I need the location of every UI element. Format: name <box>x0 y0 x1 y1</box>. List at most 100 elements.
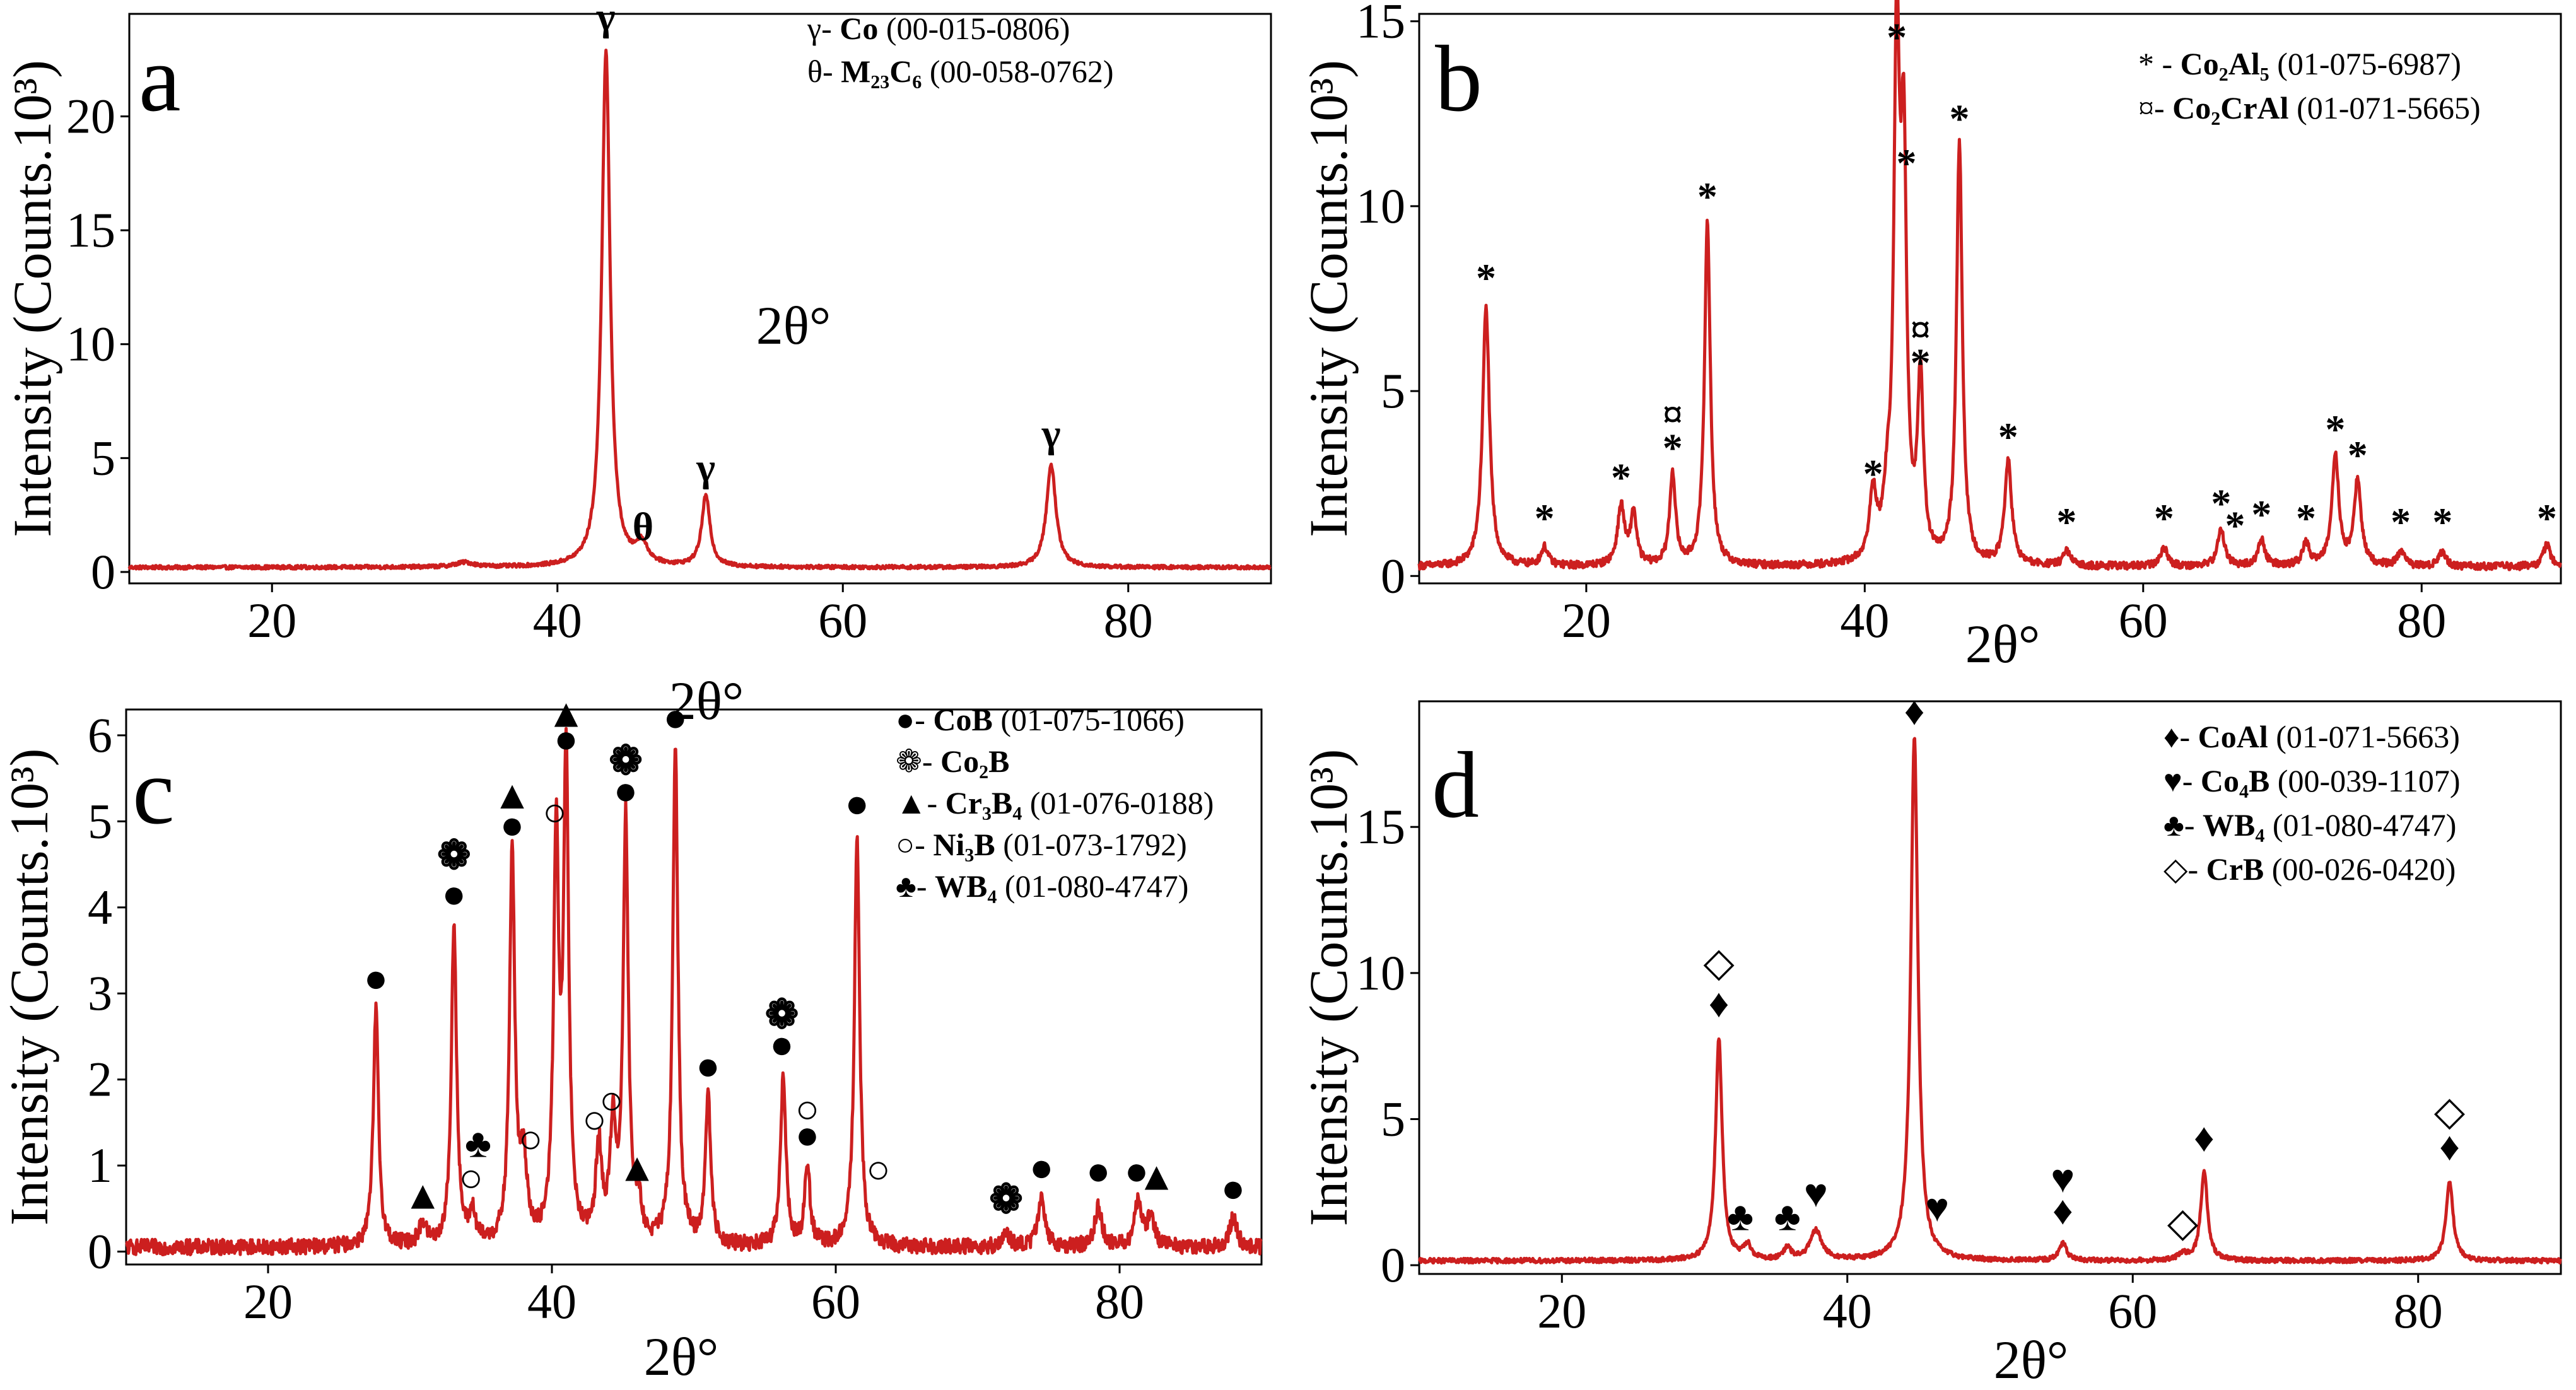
y-tick-label: 5 <box>88 793 112 848</box>
x-tick-label: 80 <box>1095 1274 1144 1329</box>
y-tick-label: 6 <box>88 708 112 762</box>
peak-marker: * <box>1949 96 1969 141</box>
xrd-trace <box>127 49 1272 571</box>
peak-marker: ♣ <box>465 1121 491 1165</box>
peak-marker: ● <box>1125 1148 1149 1193</box>
x-tick-label: 20 <box>247 593 296 648</box>
x-axis-title: 2θ° <box>669 670 744 731</box>
x-tick-label: 60 <box>811 1274 860 1329</box>
x-tick-label: 20 <box>1562 593 1611 648</box>
y-tick-label: 0 <box>88 1224 112 1279</box>
peak-marker: * <box>1663 426 1683 470</box>
peak-marker: ♣ <box>1774 1194 1801 1239</box>
legend-phase: Co₂Al₅ <box>2181 46 2269 81</box>
legend-entry: ❁- Co₂B <box>896 744 1010 779</box>
legend-symbol: ❁- <box>896 744 940 779</box>
xrd-trace <box>125 727 1263 1256</box>
peak-marker: ♥ <box>1925 1186 1949 1230</box>
legend: γ- Co (00-015-0806) θ- M₂₃C₆ (00-058-0762… <box>807 11 1114 89</box>
peak-marker: * <box>2056 499 2076 544</box>
y-tick-label: 1 <box>88 1138 112 1193</box>
panel-d: 20 40 60 80 0 5 10 15 2θ° Intensity (Counts.10³) ♦… <box>1298 689 2562 1390</box>
peak-marker: γ <box>1041 411 1061 455</box>
y-axis-title: Intensity (Counts.10³) <box>1298 749 1359 1227</box>
x-tick-label: 80 <box>2394 1283 2443 1338</box>
peak-marker: ○ <box>795 1087 820 1131</box>
peak-marker: ● <box>554 716 578 761</box>
peak-marker: ¤ <box>1663 392 1683 437</box>
peak-marker: * <box>2251 492 2271 537</box>
y-tick-label: 0 <box>1381 1237 1405 1292</box>
peak-marker: ▲ <box>546 691 586 735</box>
y-tick-label: 20 <box>66 89 115 144</box>
x-tick-label: 40 <box>1840 593 1889 648</box>
peak-marker: * <box>1611 455 1631 499</box>
legend: ●- CoB (01-075-1066) ❁- Co₂B ▲- Cr₃B₄ (01-… <box>896 702 1214 904</box>
y-tick-label: 15 <box>1356 0 1405 49</box>
peak-marker: ● <box>663 695 688 740</box>
y-tick-label: 5 <box>1381 363 1405 418</box>
peak-marker: ● <box>442 872 466 916</box>
peak-marker: * <box>1998 414 2018 459</box>
y-axis-title: Intensity (Counts.10³) <box>0 749 59 1226</box>
legend-phase: Co₂B <box>940 744 1009 779</box>
peak-marker: * <box>1911 341 1931 385</box>
legend-phase: M₂₃C₆ <box>841 54 922 89</box>
x-tick-label: 60 <box>818 593 867 648</box>
legend: * - Co₂Al₅ (01-075-6987) ¤- Co₂CrAl (01-0… <box>2138 46 2481 126</box>
peak-marker: ◇ <box>1704 940 1735 984</box>
peak-marker: γ <box>596 0 616 38</box>
peak-marker: ● <box>500 803 525 848</box>
peak-marker: ○ <box>599 1078 624 1123</box>
peak-marker: * <box>2537 496 2557 540</box>
legend-card: (00-039-1107) <box>2269 763 2460 798</box>
legend-card: (01-076-0188) <box>1022 785 1214 821</box>
peak-marker: ● <box>614 768 638 813</box>
legend-phase: Co <box>840 11 878 46</box>
legend-phase: Co₄B <box>2201 763 2269 798</box>
legend-entry: ♥- Co₄B (00-039-1107) <box>2163 763 2461 798</box>
y-tick-label: 5 <box>91 430 115 485</box>
legend-symbol: ▲- <box>896 785 946 821</box>
legend-symbol: ♣- <box>896 868 935 904</box>
legend-phase: CoB <box>933 702 992 737</box>
legend-symbol: ●- <box>896 702 933 737</box>
legend-symbol: ○- <box>896 827 933 862</box>
peak-marker: ♦ <box>2439 1124 2460 1169</box>
legend-entry: * - Co₂Al₅ (01-075-6987) <box>2138 46 2461 81</box>
peak-marker: * <box>2432 499 2452 544</box>
peak-marker: ● <box>1086 1148 1111 1193</box>
panel-letter: c <box>132 739 175 844</box>
x-tick-label: 40 <box>527 1274 577 1329</box>
plot-frame <box>125 708 1263 1266</box>
legend-symbol: ♦- <box>2163 719 2198 754</box>
peak-marker: ○ <box>518 1117 543 1162</box>
y-tick-label: 5 <box>1381 1091 1405 1146</box>
peak-marker: * <box>2296 496 2316 540</box>
y-tick-label: 15 <box>66 202 115 257</box>
legend-symbol: ♣- <box>2163 807 2203 843</box>
peak-marker: ○ <box>542 790 567 834</box>
peak-marker: ♦ <box>1904 689 1925 733</box>
peak-marker: * <box>2154 496 2174 540</box>
plot-frame <box>1418 700 2562 1275</box>
peak-marker: ❁ <box>989 1177 1023 1222</box>
x-tick-label: 20 <box>1537 1283 1586 1338</box>
peak-marker: ○ <box>459 1155 483 1200</box>
y-tick-label: 0 <box>1381 548 1405 603</box>
peak-marker: ● <box>795 1113 820 1157</box>
peak-marker: ♦ <box>2194 1115 2215 1160</box>
y-tick-label: 3 <box>88 966 112 1020</box>
peak-marker: * <box>1476 255 1496 300</box>
peak-marker: * <box>2348 433 2368 477</box>
legend-card: (01-071-5663) <box>2268 719 2460 754</box>
peak-marker: ♥ <box>2051 1156 2075 1201</box>
peak-marker: * <box>1887 15 1907 60</box>
legend-entry: ◇- CrB (00-026-0420) <box>2163 851 2456 887</box>
peak-marker: * <box>1535 496 1555 540</box>
x-tick-label: 80 <box>1104 593 1153 648</box>
peak-marker: θ <box>633 504 653 549</box>
peak-marker: ♥ <box>1804 1171 1828 1215</box>
legend-card: (01-075-1066) <box>993 702 1185 737</box>
